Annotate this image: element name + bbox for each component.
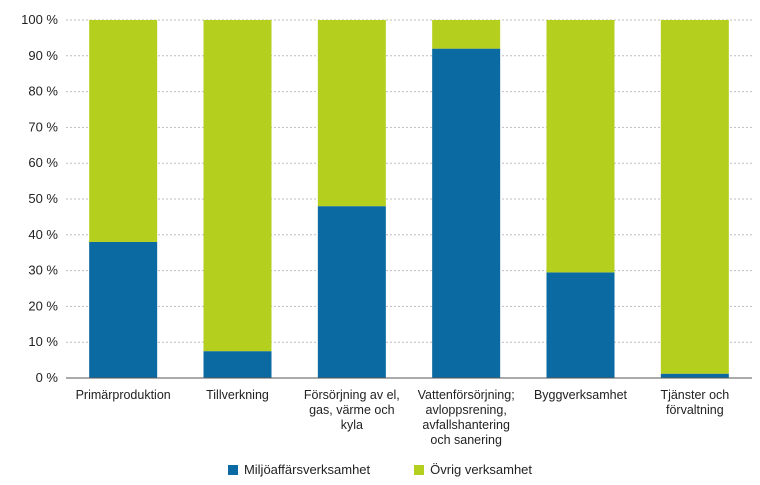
y-tick-label: 100 % [21, 12, 58, 27]
x-tick-label: Försörjning av el, gas, värme och kyla [304, 388, 400, 432]
bar-series-2-1 [89, 20, 158, 242]
legend-label-series-1: Miljöaffärsverksamhet [243, 462, 371, 477]
y-tick-label: 10 % [28, 334, 58, 349]
bar-series-1-2 [203, 351, 272, 378]
y-tick-label: 90 % [28, 48, 58, 63]
legend-swatch-series-1 [227, 464, 238, 475]
bar-series-1-4 [432, 48, 501, 378]
y-tick-label: 50 % [28, 191, 58, 206]
bar-series-1-6 [660, 373, 729, 378]
legend: Miljöaffärsverksamhet Övrig verksamhet [0, 462, 760, 477]
y-tick-label: 20 % [28, 298, 58, 313]
legend-swatch-series-2 [414, 464, 425, 475]
y-tick-label: 70 % [28, 119, 58, 134]
bar-series-1-5 [546, 272, 615, 378]
y-tick-label: 40 % [28, 227, 58, 242]
legend-label-series-2: Övrig verksamhet [430, 462, 533, 477]
x-tick-label: Tjänster och förvaltning [660, 388, 729, 417]
y-tick-label: 80 % [28, 84, 58, 99]
y-tick-label: 0 % [36, 370, 59, 385]
stacked-bar-chart: 0 % 10 % 20 % 30 % 40 % 50 % 60 % 70 % 80 % 90 % 1… [21, 12, 752, 447]
bar-series-2-6 [660, 20, 729, 374]
bar-series-2-4 [432, 20, 501, 49]
x-tick-label: Primärproduktion [76, 388, 171, 402]
bar-series-2-2 [203, 20, 272, 352]
x-tick-label: Vattenförsörjning; avloppsrening, avfallsh… [418, 388, 515, 447]
bar-series-2-3 [317, 20, 386, 207]
bar-series-1-1 [89, 241, 158, 378]
bar-series-1-3 [317, 206, 386, 378]
y-tick-label: 30 % [28, 263, 58, 278]
x-tick-label: Tillverkning [206, 388, 269, 402]
y-tick-label: 60 % [28, 155, 58, 170]
legend-item-series-2: Övrig verksamhet [414, 462, 532, 477]
x-tick-label: Byggverksamhet [534, 388, 628, 402]
legend-item-series-1: Miljöaffärsverksamhet [227, 462, 371, 477]
bar-series-2-5 [546, 20, 615, 273]
